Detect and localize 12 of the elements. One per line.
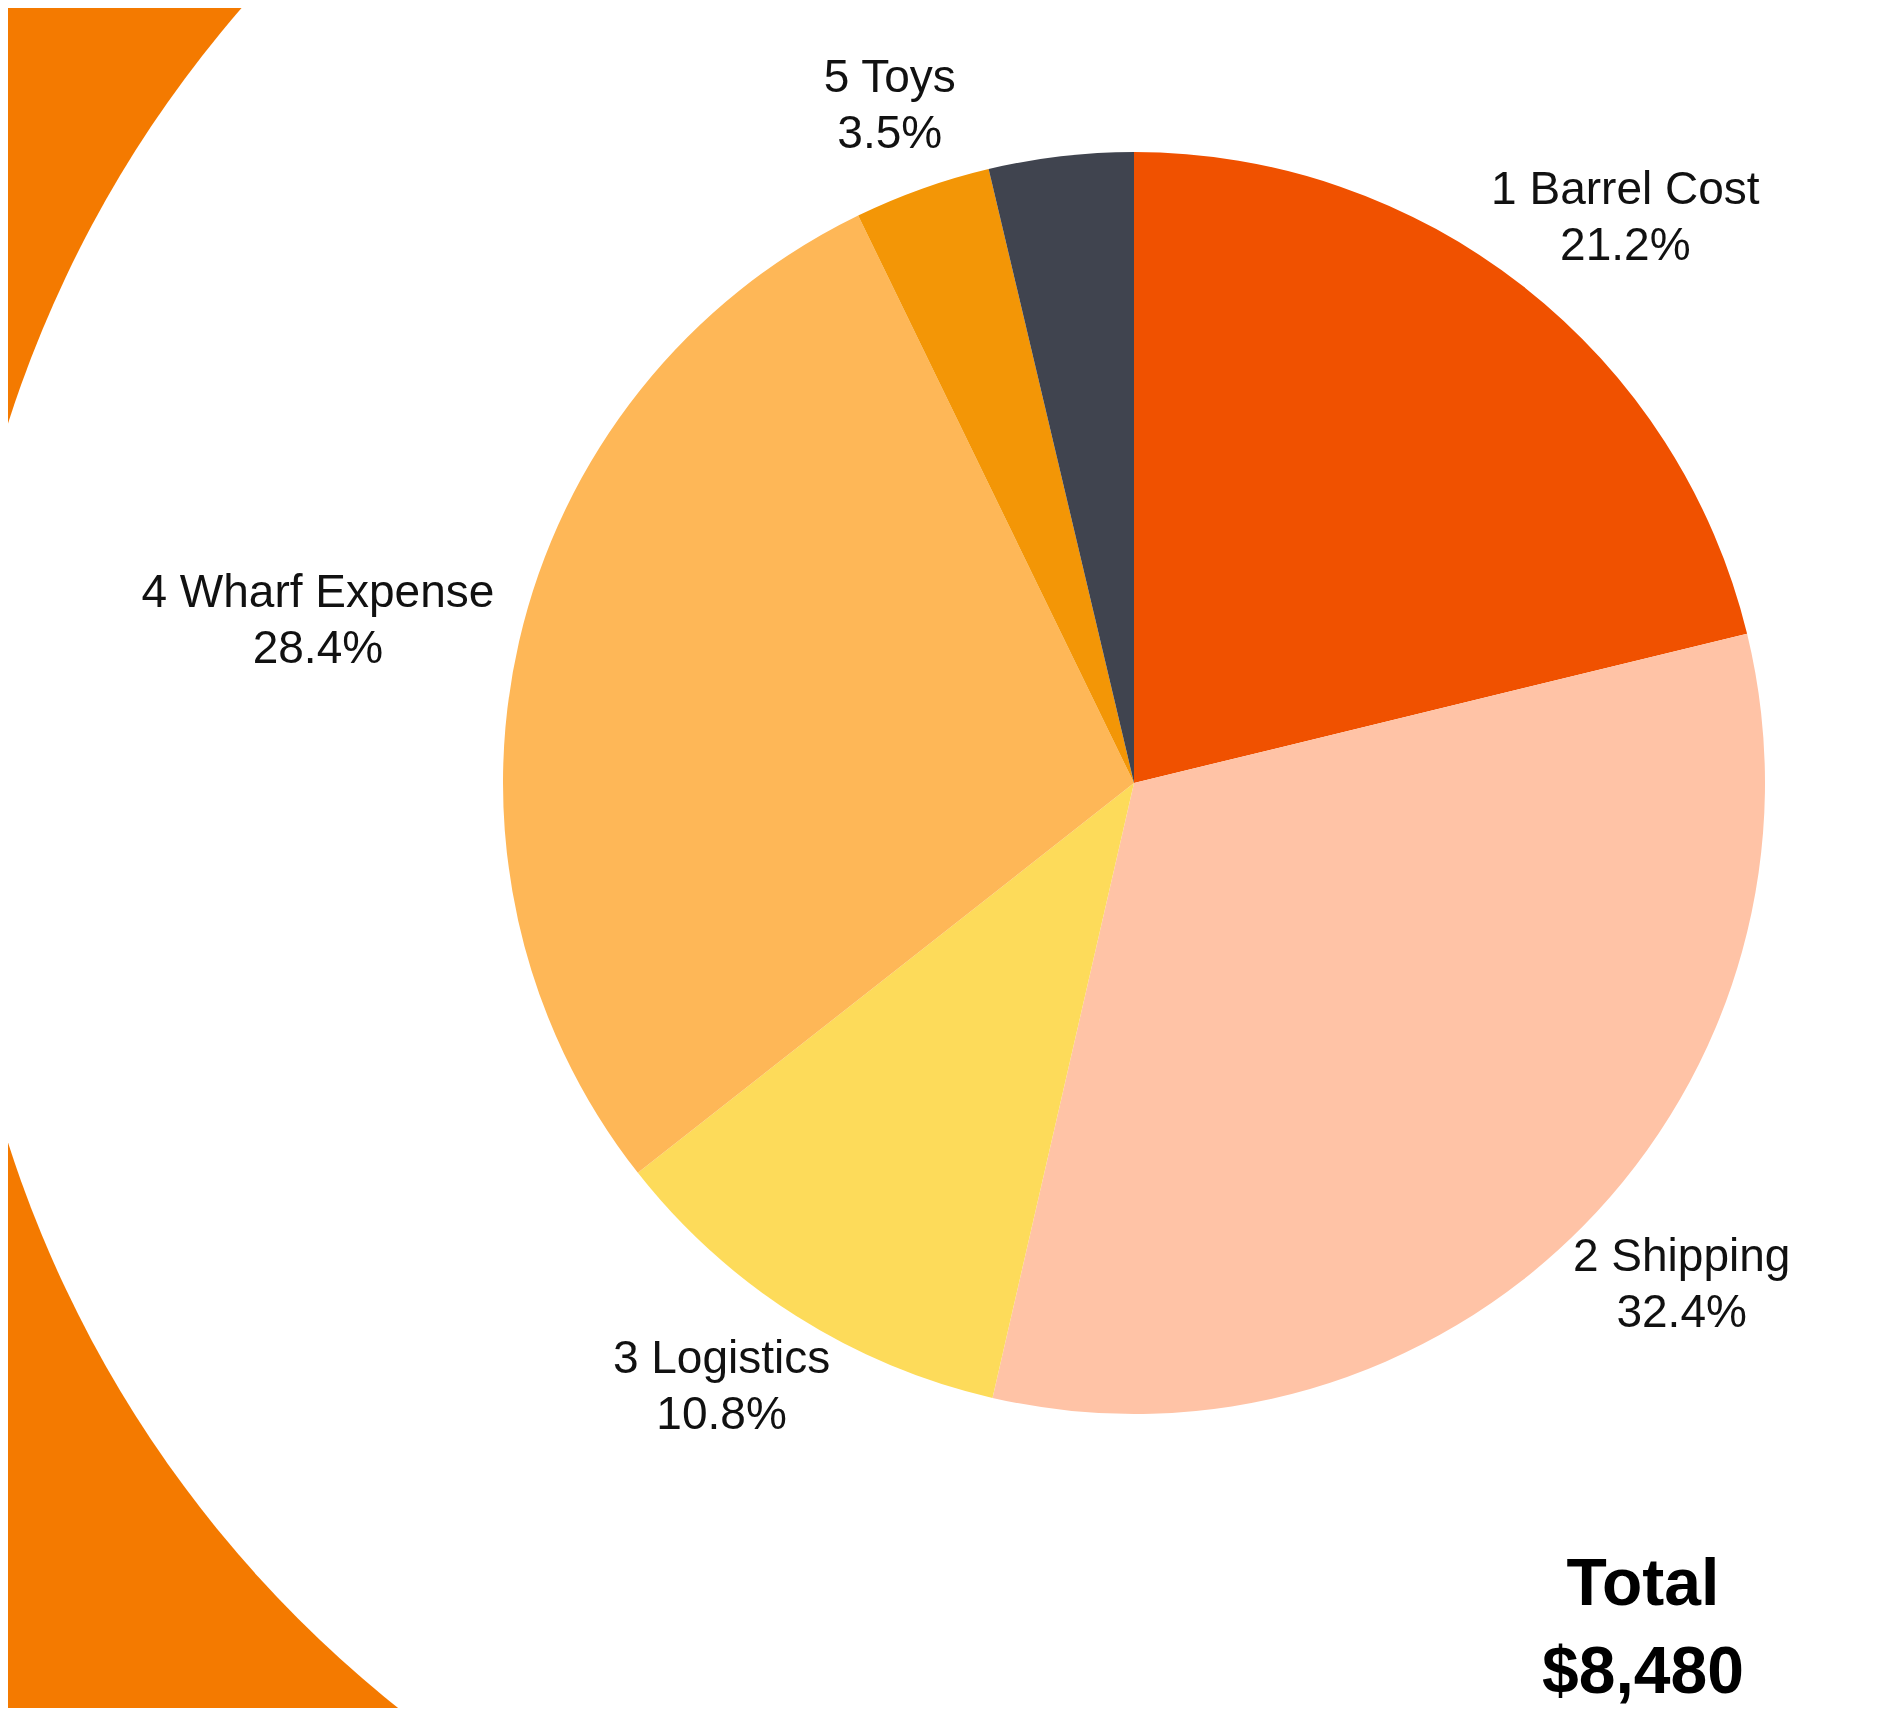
- data-label: 32.4%: [1616, 1285, 1747, 1338]
- data-label: 3.5%: [837, 106, 943, 159]
- text: $8,480: [1541, 1632, 1745, 1709]
- data-label: 10.8%: [656, 1387, 787, 1440]
- slice-label: 1 Barrel Cost: [1491, 161, 1760, 214]
- slice-label: 3 Logistics: [612, 1331, 831, 1384]
- slice-label: 2 Shipping: [1572, 1229, 1791, 1282]
- data-label: 21.2%: [1560, 217, 1691, 270]
- slice-label: 5 Toys: [823, 50, 956, 103]
- slice-label: 4 Wharf Expense: [141, 564, 495, 617]
- data-label: 28.4%: [252, 620, 384, 673]
- text: Total: [1565, 1544, 1721, 1621]
